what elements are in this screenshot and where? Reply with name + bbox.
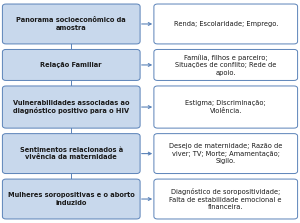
- FancyBboxPatch shape: [2, 4, 140, 44]
- FancyBboxPatch shape: [154, 4, 298, 44]
- FancyBboxPatch shape: [2, 134, 140, 173]
- Text: Diagnóstico de soropositividade;
Falta de estabilidade emocional e
financeira.: Diagnóstico de soropositividade; Falta d…: [169, 188, 282, 210]
- Text: Mulheres soropositivas e o aborto
induzido: Mulheres soropositivas e o aborto induzi…: [8, 192, 135, 206]
- FancyBboxPatch shape: [154, 179, 298, 219]
- FancyBboxPatch shape: [2, 50, 140, 81]
- Text: Família, filhos e parceiro;
Situações de conflito; Rede de
apoio.: Família, filhos e parceiro; Situações de…: [175, 54, 276, 76]
- FancyBboxPatch shape: [2, 179, 140, 219]
- FancyBboxPatch shape: [2, 86, 140, 128]
- FancyBboxPatch shape: [154, 134, 298, 173]
- Text: Vulnerabilidades associadas ao
diagnóstico positivo para o HIV: Vulnerabilidades associadas ao diagnósti…: [13, 100, 130, 114]
- Text: Relação Familiar: Relação Familiar: [40, 62, 102, 68]
- Text: Sentimentos relacionados à
vivência da maternidade: Sentimentos relacionados à vivência da m…: [20, 147, 123, 160]
- FancyBboxPatch shape: [154, 50, 298, 81]
- Text: Panorama socioeconômico da
amostra: Panorama socioeconômico da amostra: [16, 17, 126, 31]
- Text: Renda; Escolaridade; Emprego.: Renda; Escolaridade; Emprego.: [174, 21, 278, 27]
- Text: Estigma; Discriminação;
Violência.: Estigma; Discriminação; Violência.: [185, 100, 266, 114]
- FancyBboxPatch shape: [154, 86, 298, 128]
- Text: Desejo de maternidade; Razão de
viver; TV; Morte; Amamentação;
Sigilo.: Desejo de maternidade; Razão de viver; T…: [169, 143, 282, 164]
